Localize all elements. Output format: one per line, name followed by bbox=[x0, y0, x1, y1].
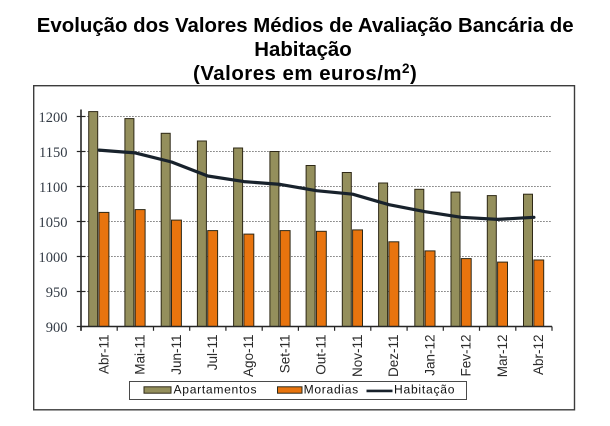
svg-text:950: 950 bbox=[46, 285, 68, 301]
svg-text:1200: 1200 bbox=[39, 110, 68, 126]
svg-text:Set-11: Set-11 bbox=[278, 335, 293, 374]
svg-text:Fev-12: Fev-12 bbox=[459, 335, 474, 377]
svg-text:1150: 1150 bbox=[39, 145, 67, 161]
svg-text:Abr-12: Abr-12 bbox=[531, 335, 546, 376]
svg-text:Habitação: Habitação bbox=[394, 382, 455, 396]
svg-text:Apartamentos: Apartamentos bbox=[174, 382, 258, 396]
svg-text:Jul-11: Jul-11 bbox=[205, 335, 220, 371]
svg-text:Dez-11: Dez-11 bbox=[386, 335, 401, 378]
svg-text:900: 900 bbox=[46, 320, 68, 336]
svg-text:Evolução dos Valores Médios de: Evolução dos Valores Médios de Avaliação… bbox=[37, 15, 574, 37]
svg-text:Moradias: Moradias bbox=[304, 382, 359, 396]
svg-text:1100: 1100 bbox=[39, 180, 67, 196]
svg-text:Abr-11: Abr-11 bbox=[96, 335, 111, 375]
svg-text:Nov-11: Nov-11 bbox=[350, 335, 365, 378]
svg-text:Mar-12: Mar-12 bbox=[495, 335, 510, 378]
svg-text:Jun-11: Jun-11 bbox=[169, 335, 184, 375]
svg-text:(Valores em euros/m2): (Valores em euros/m2) bbox=[193, 61, 417, 85]
svg-text:Habitação: Habitação bbox=[254, 39, 351, 61]
svg-text:Out-11: Out-11 bbox=[314, 335, 329, 375]
svg-text:Ago-11: Ago-11 bbox=[241, 335, 256, 378]
svg-text:1050: 1050 bbox=[39, 215, 68, 231]
svg-text:Mai-11: Mai-11 bbox=[133, 335, 148, 375]
svg-text:Jan-12: Jan-12 bbox=[422, 335, 437, 376]
svg-text:1000: 1000 bbox=[39, 250, 68, 266]
